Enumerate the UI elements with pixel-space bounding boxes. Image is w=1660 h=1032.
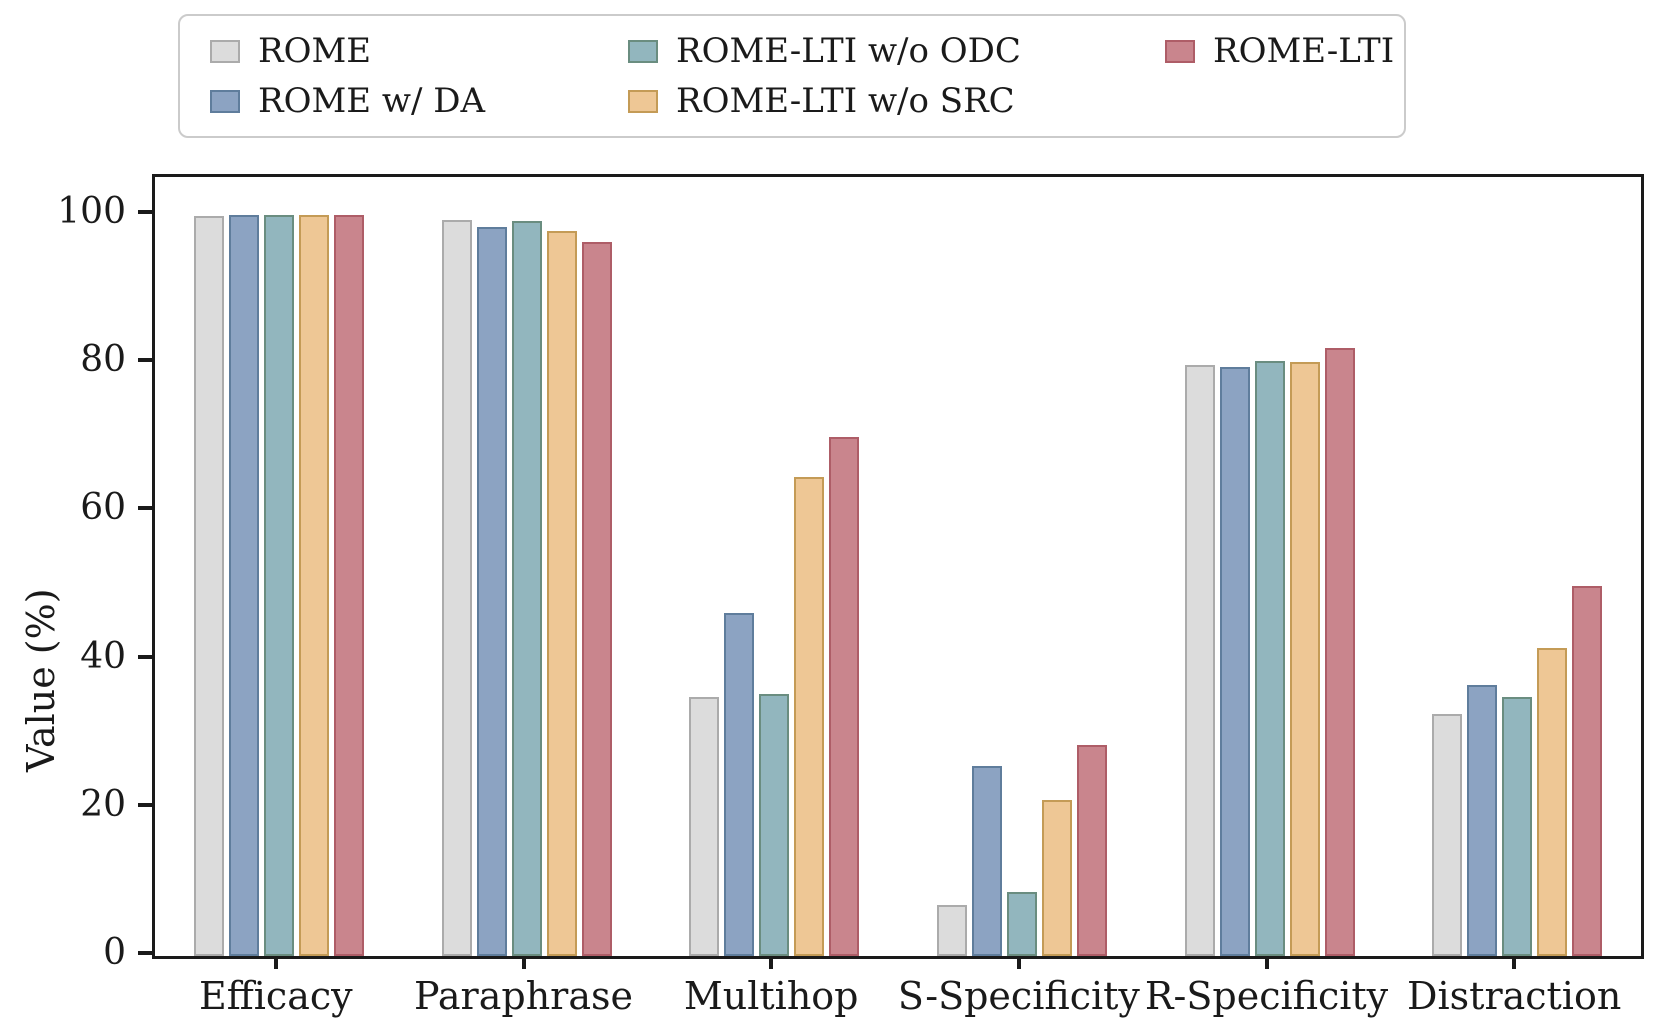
chart-legend: ROME ROME w/ DA ROME-LTI w/o ODC ROME-LTI w…	[178, 14, 1406, 138]
x-tick-labels: Efficacy Paraphrase Multihop S-Specificity R…	[152, 974, 1638, 1018]
y-axis: Value (%) 0 20 40 60 80 100	[0, 174, 152, 973]
y-tick-mark	[138, 506, 152, 511]
legend-label: ROME-LTI w/o ODC	[676, 31, 1021, 71]
x-tick-label-s-specificity: S-Specificity	[897, 974, 1140, 1018]
bar	[689, 696, 720, 956]
legend-item-5: ROME-LTI	[1165, 26, 1404, 76]
legend-item-1: ROME	[210, 26, 628, 76]
y-tick-mark	[138, 951, 152, 955]
legend-swatch-icon	[628, 89, 658, 113]
bar	[1219, 366, 1250, 956]
bar	[441, 220, 472, 956]
x-tick-mark	[1512, 956, 1517, 969]
legend-item-2: ROME w/ DA	[210, 76, 628, 126]
bar	[1537, 648, 1568, 956]
legend-item-4: ROME-LTI w/o SRC	[628, 76, 1165, 126]
bar	[263, 214, 294, 956]
bar-group-s-specificity	[898, 177, 1146, 956]
x-tick-mark	[769, 956, 774, 969]
bar	[724, 612, 755, 956]
x-tick-label-r-specificity: R-Specificity	[1144, 974, 1389, 1018]
x-tick-label-distraction: Distraction	[1407, 974, 1622, 1018]
bar-group-paraphrase	[403, 177, 651, 956]
bar	[1502, 696, 1533, 956]
legend-label: ROME	[258, 31, 372, 71]
y-tick-label: 20	[80, 783, 126, 825]
bar	[476, 227, 507, 956]
y-tick-label: 40	[80, 635, 126, 677]
bar	[794, 477, 825, 956]
bar	[759, 694, 790, 956]
plot-area	[152, 174, 1644, 959]
bars-layer	[155, 177, 1641, 956]
bar	[1254, 360, 1285, 956]
bar	[1006, 891, 1037, 956]
bar	[971, 766, 1002, 956]
bar	[829, 437, 860, 956]
legend-label: ROME w/ DA	[258, 81, 486, 121]
bar	[1432, 713, 1463, 956]
bar	[1184, 365, 1215, 956]
legend-swatch-icon	[210, 39, 240, 63]
bar	[581, 241, 612, 956]
bar-group-efficacy	[155, 177, 403, 956]
x-tick-mark	[521, 956, 526, 969]
bar	[1572, 586, 1603, 956]
y-tick-label: 100	[57, 190, 126, 232]
y-tick-mark	[138, 802, 152, 807]
bar	[1289, 361, 1320, 956]
x-tick-label-multihop: Multihop	[683, 974, 859, 1018]
x-tick-label-paraphrase: Paraphrase	[414, 974, 633, 1018]
bar	[1467, 685, 1498, 956]
bar-group-r-specificity	[1146, 177, 1394, 956]
y-tick-mark	[138, 654, 152, 659]
x-tick-mark	[1016, 956, 1021, 969]
legend-swatch-icon	[210, 89, 240, 113]
bar	[546, 231, 577, 956]
bar	[511, 220, 542, 956]
y-tick-mark	[138, 358, 152, 363]
x-tick-mark	[273, 956, 278, 969]
y-axis-title: Value (%)	[19, 588, 63, 772]
legend-label: ROME-LTI w/o SRC	[676, 81, 1015, 121]
bar	[1324, 348, 1355, 956]
bar	[193, 215, 224, 956]
x-tick-label-efficacy: Efficacy	[199, 974, 353, 1018]
bar-group-distraction	[1393, 177, 1641, 956]
y-tick-label: 0	[103, 932, 126, 973]
legend-item-3: ROME-LTI w/o ODC	[628, 26, 1165, 76]
x-tick-mark	[1264, 956, 1269, 969]
legend-swatch-icon	[1165, 39, 1195, 63]
legend-label: ROME-LTI	[1213, 31, 1395, 71]
legend-swatch-icon	[628, 39, 658, 63]
bar	[1076, 744, 1107, 956]
y-tick-label: 80	[80, 339, 126, 381]
y-tick-mark	[138, 209, 152, 214]
bar	[298, 214, 329, 956]
bar	[228, 214, 259, 956]
y-tick-label: 60	[80, 487, 126, 529]
bar	[1041, 800, 1072, 956]
bar	[936, 904, 967, 956]
x-axis: Efficacy Paraphrase Multihop S-Specificity R…	[152, 956, 1638, 1032]
bar	[333, 214, 364, 956]
bar-group-multihop	[650, 177, 898, 956]
